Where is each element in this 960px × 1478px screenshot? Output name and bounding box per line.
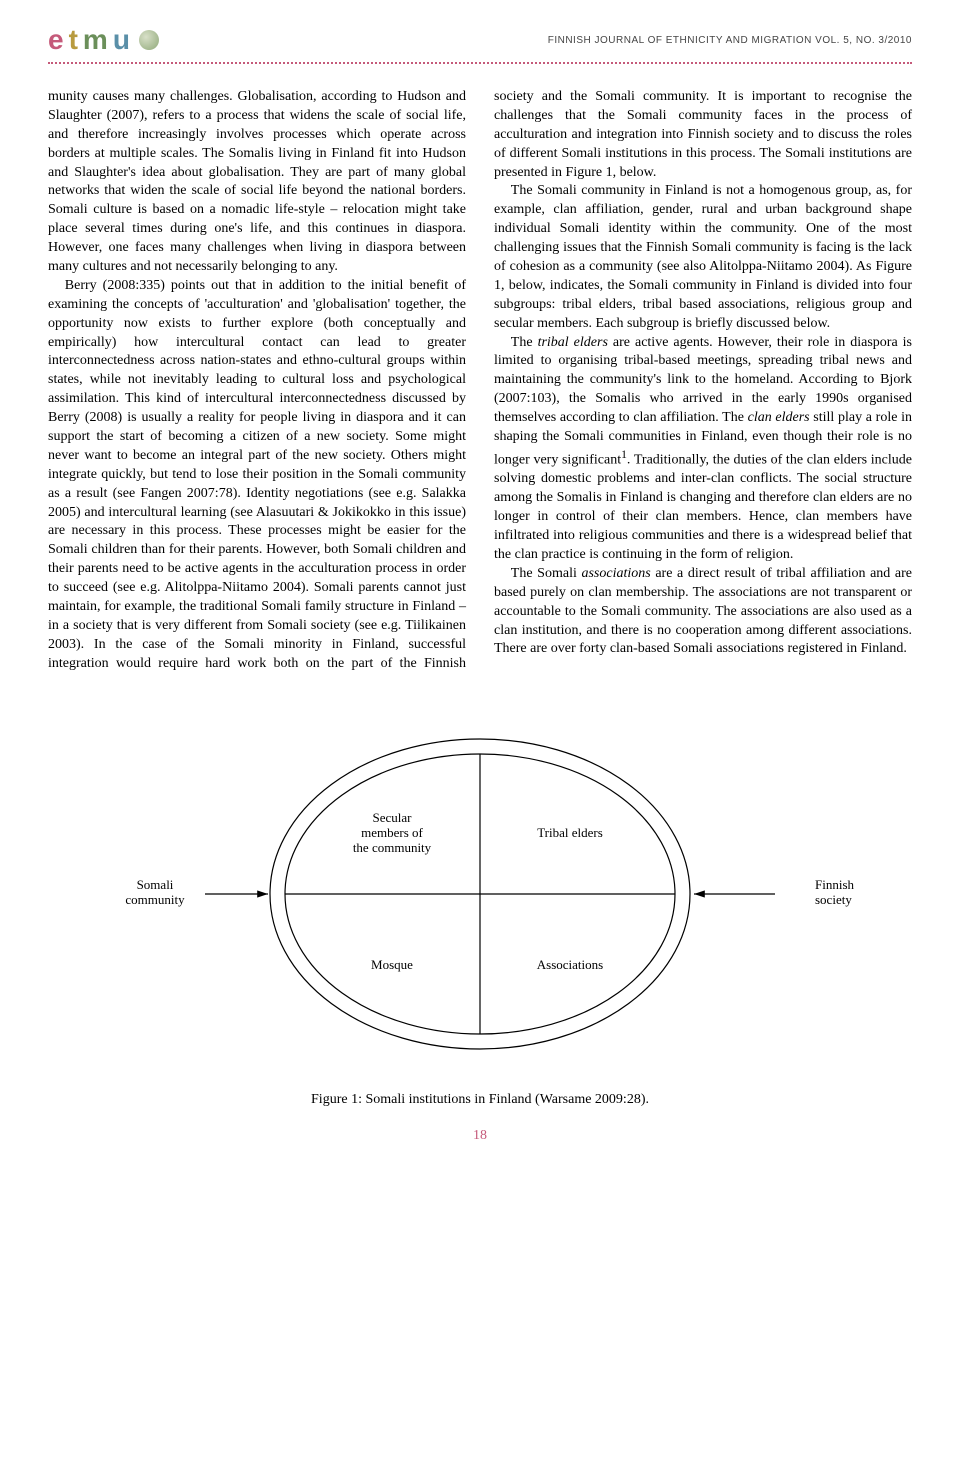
right-label-2: society (815, 892, 852, 907)
quad-top-left-1: Secular (373, 810, 413, 825)
quad-bottom-left: Mosque (371, 957, 413, 972)
p5-text-a: The Somali (511, 566, 582, 581)
left-label-1: Somali (137, 877, 174, 892)
quad-top-left-3: the community (353, 840, 432, 855)
p4-emph-d: clan elders (748, 410, 810, 425)
article-body: munity causes many challenges. Globalisa… (48, 88, 912, 674)
p4-emph-b: tribal elders (538, 335, 608, 350)
figure-1: Secular members of the community Tribal … (48, 714, 912, 1108)
figure-svg: Secular members of the community Tribal … (70, 714, 890, 1074)
page-number: 18 (48, 1128, 912, 1144)
logo-letter-u: u (113, 24, 131, 56)
right-label-1: Finnish (815, 877, 855, 892)
figure-caption: Figure 1: Somali institutions in Finland… (48, 1092, 912, 1108)
left-label-2: community (125, 892, 185, 907)
paragraph-3: The Somali community in Finland is not a… (494, 182, 912, 333)
page-header: etmu FINNISH JOURNAL OF ETHNICITY AND MI… (48, 24, 912, 56)
quad-top-left-2: members of (361, 825, 423, 840)
p4-text-f: . Traditionally, the duties of the clan … (494, 453, 912, 562)
p5-emph-b: associations (581, 566, 650, 581)
logo-letter-m: m (83, 24, 109, 56)
header-divider (48, 62, 912, 64)
p4-text-a: The (511, 335, 538, 350)
logo-letter-e: e (48, 24, 65, 56)
quad-bottom-right: Associations (537, 957, 603, 972)
quad-top-right: Tribal elders (537, 825, 603, 840)
paragraph-1: munity causes many challenges. Globalisa… (48, 88, 466, 277)
logo: etmu (48, 24, 159, 56)
journal-title: FINNISH JOURNAL OF ETHNICITY AND MIGRATI… (548, 35, 912, 46)
paragraph-5: The Somali associations are a direct res… (494, 565, 912, 659)
paragraph-4: The tribal elders are active agents. How… (494, 334, 912, 565)
logo-circle-icon (139, 30, 159, 50)
logo-letter-t: t (69, 24, 79, 56)
